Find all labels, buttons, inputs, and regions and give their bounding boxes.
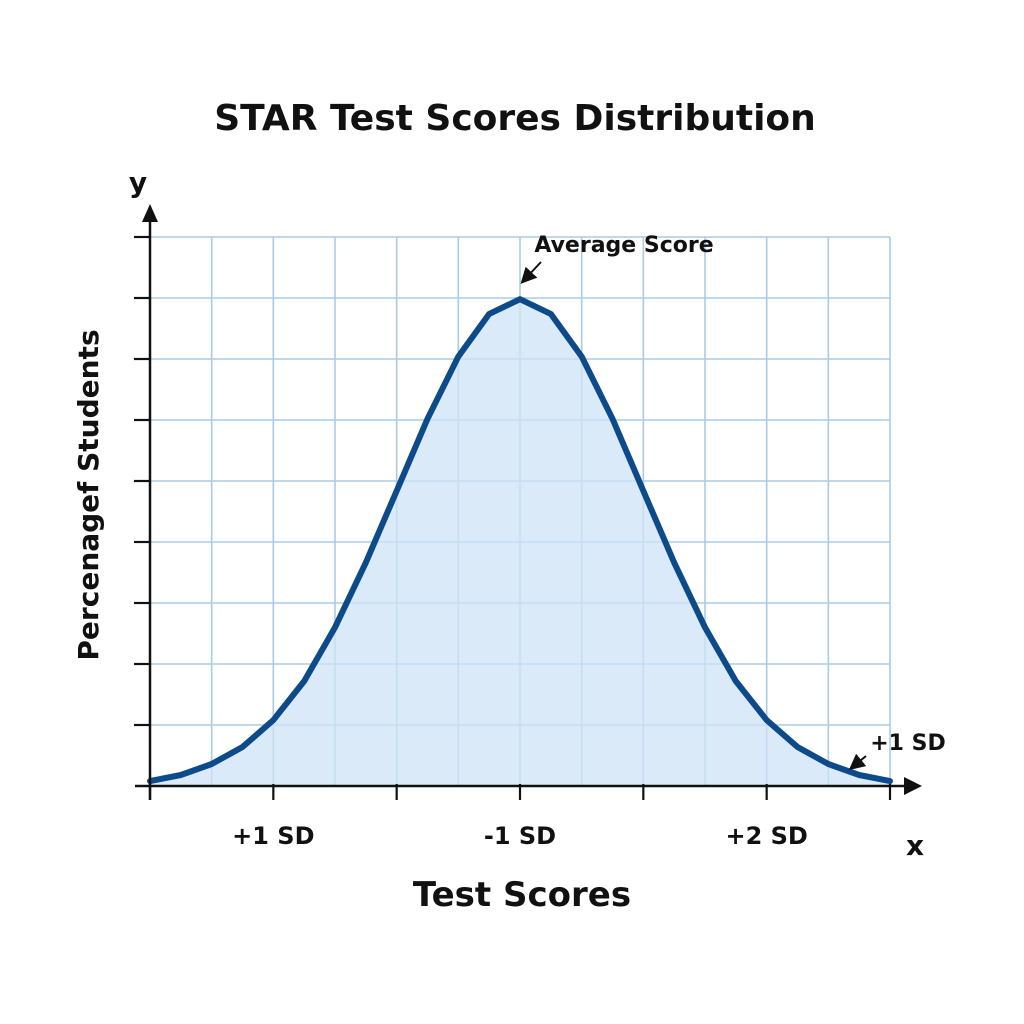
annotation-sd-label: +1 SD [870,731,946,756]
annotation-sd-arrow [848,753,867,771]
y-axis-letter: y [129,166,147,199]
x-axis-letter: x [906,829,924,862]
ticks: +1 SD -1 SD +2 SD [134,235,892,850]
annotation-sd: +1 SD [848,731,946,771]
annotation-average-score-arrow [520,261,542,284]
x-axis-label: Test Scores [413,875,631,915]
x-tick-label: -1 SD [484,822,556,850]
x-tick-label: +1 SD [232,822,314,850]
annotation-average-score: Average Score [520,233,714,284]
series-area-fill [150,299,890,786]
x-axis-arrow-icon [904,777,922,795]
series-line [147,296,893,785]
y-axis-arrow-icon [142,204,158,222]
chart-title: STAR Test Scores Distribution [214,98,816,139]
y-axis-label: Percenagef Students [72,329,105,660]
x-tick-label: +2 SD [725,822,807,850]
annotation-average-score-label: Average Score [534,233,713,258]
plot-area [147,296,893,786]
